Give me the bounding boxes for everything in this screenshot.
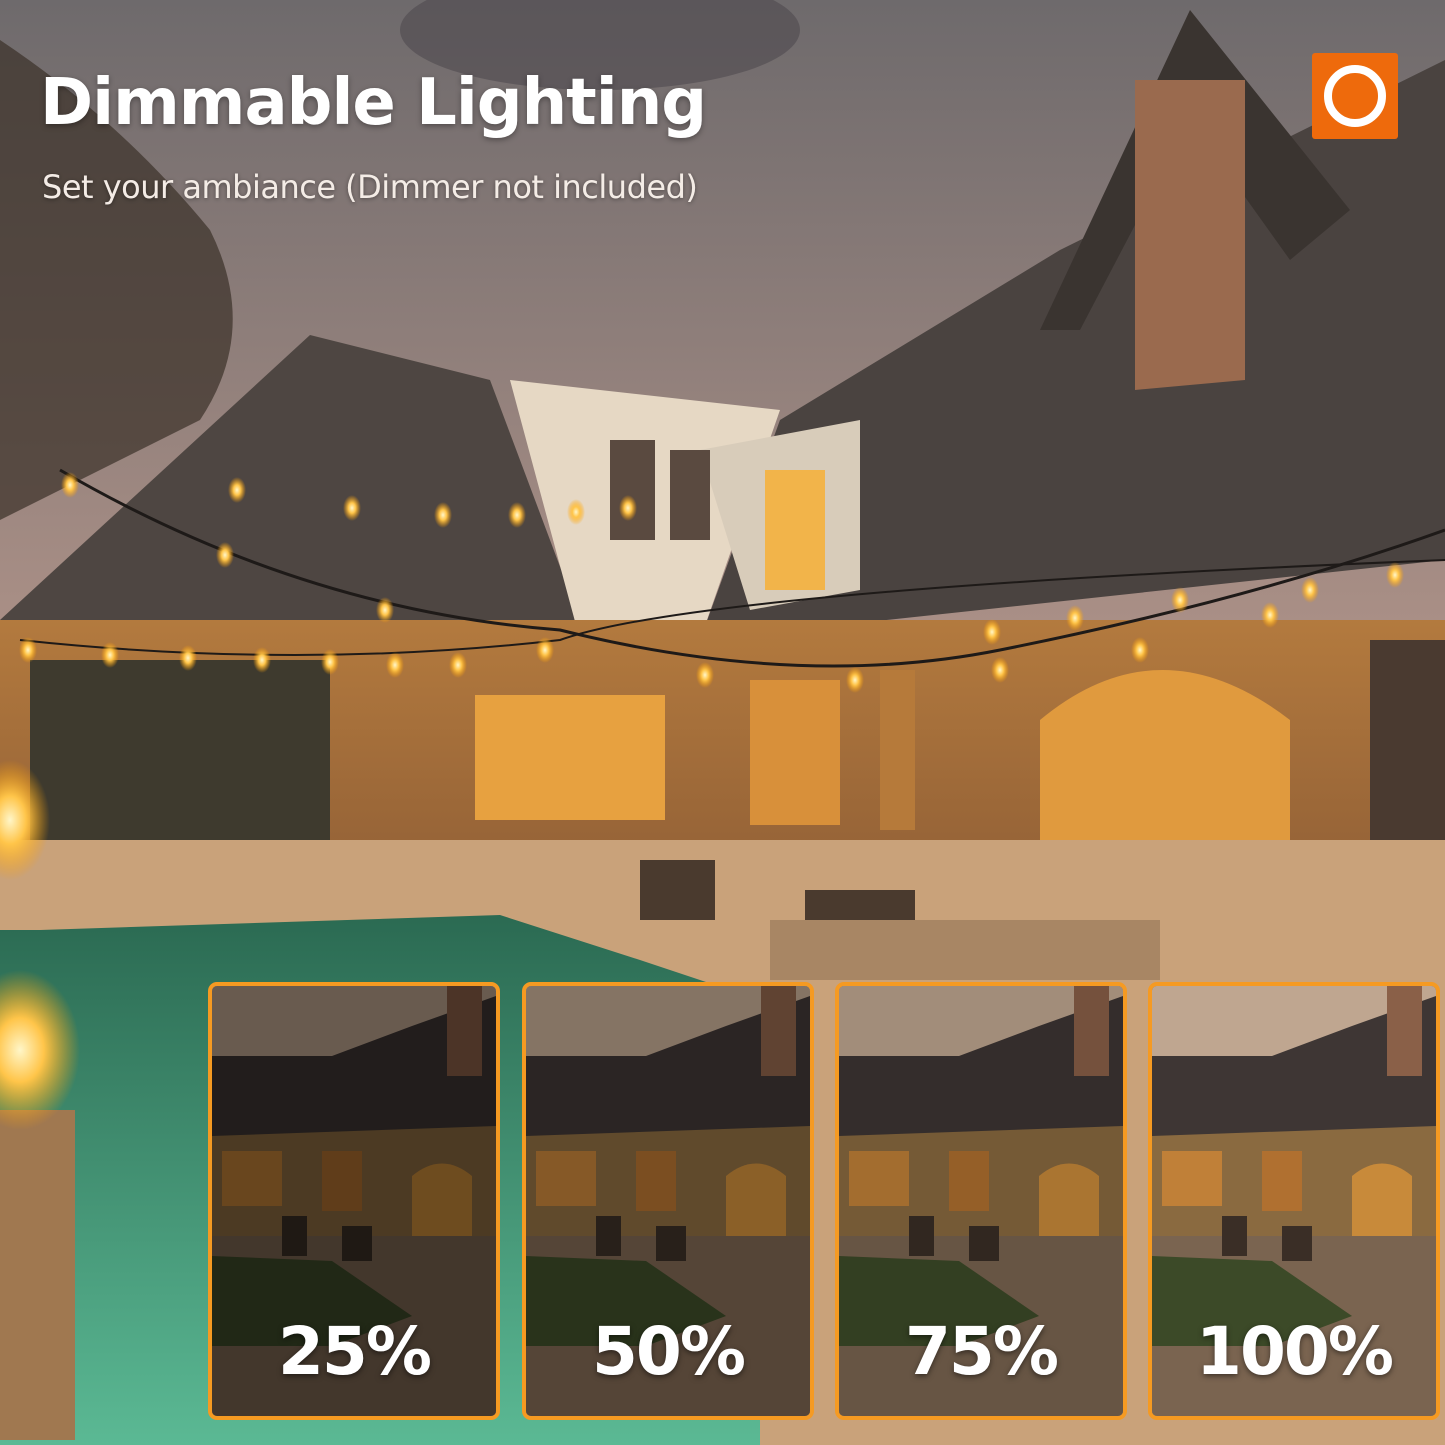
string-light-bulb bbox=[983, 619, 1001, 645]
ring-logo-icon bbox=[1312, 53, 1398, 139]
string-light-bulb bbox=[1386, 562, 1404, 588]
string-light-bulb bbox=[1066, 605, 1084, 631]
string-light-bulb bbox=[19, 637, 37, 663]
string-light-bulb bbox=[253, 647, 271, 673]
page-subtitle: Set your ambiance (Dimmer not included) bbox=[42, 168, 698, 206]
brightness-label: 50% bbox=[592, 1313, 746, 1390]
brightness-panel-75: 75% bbox=[835, 982, 1127, 1420]
page-title: Dimmable Lighting bbox=[40, 66, 707, 140]
brightness-panel-100: 100% bbox=[1148, 982, 1440, 1420]
string-light-bulb bbox=[434, 502, 452, 528]
string-light-bulb bbox=[1131, 637, 1149, 663]
brightness-label: 25% bbox=[278, 1313, 432, 1390]
string-light-bulb bbox=[1171, 587, 1189, 613]
brightness-label: 100% bbox=[1196, 1313, 1394, 1390]
string-light-bulb bbox=[619, 495, 637, 521]
string-light-bulb bbox=[508, 502, 526, 528]
string-light-bulb bbox=[228, 477, 246, 503]
string-light-bulb bbox=[1301, 577, 1319, 603]
string-light-bulb bbox=[321, 649, 339, 675]
brightness-label: 75% bbox=[905, 1313, 1059, 1390]
string-light-bulb bbox=[567, 499, 585, 525]
string-light-bulb bbox=[101, 642, 119, 668]
string-light-bulb bbox=[343, 495, 361, 521]
string-light-bulb bbox=[536, 637, 554, 663]
string-light-bulb bbox=[449, 652, 467, 678]
string-light-bulb bbox=[696, 662, 714, 688]
brightness-panel-25: 25% bbox=[208, 982, 500, 1420]
string-light-bulb bbox=[376, 597, 394, 623]
brightness-panel-50: 50% bbox=[522, 982, 814, 1420]
string-light-bulb bbox=[386, 652, 404, 678]
string-light-bulb bbox=[216, 542, 234, 568]
string-light-bulb bbox=[179, 645, 197, 671]
string-light-bulb bbox=[991, 657, 1009, 683]
string-light-bulb bbox=[846, 667, 864, 693]
string-light-bulb bbox=[1261, 602, 1279, 628]
string-light-bulb bbox=[61, 472, 79, 498]
